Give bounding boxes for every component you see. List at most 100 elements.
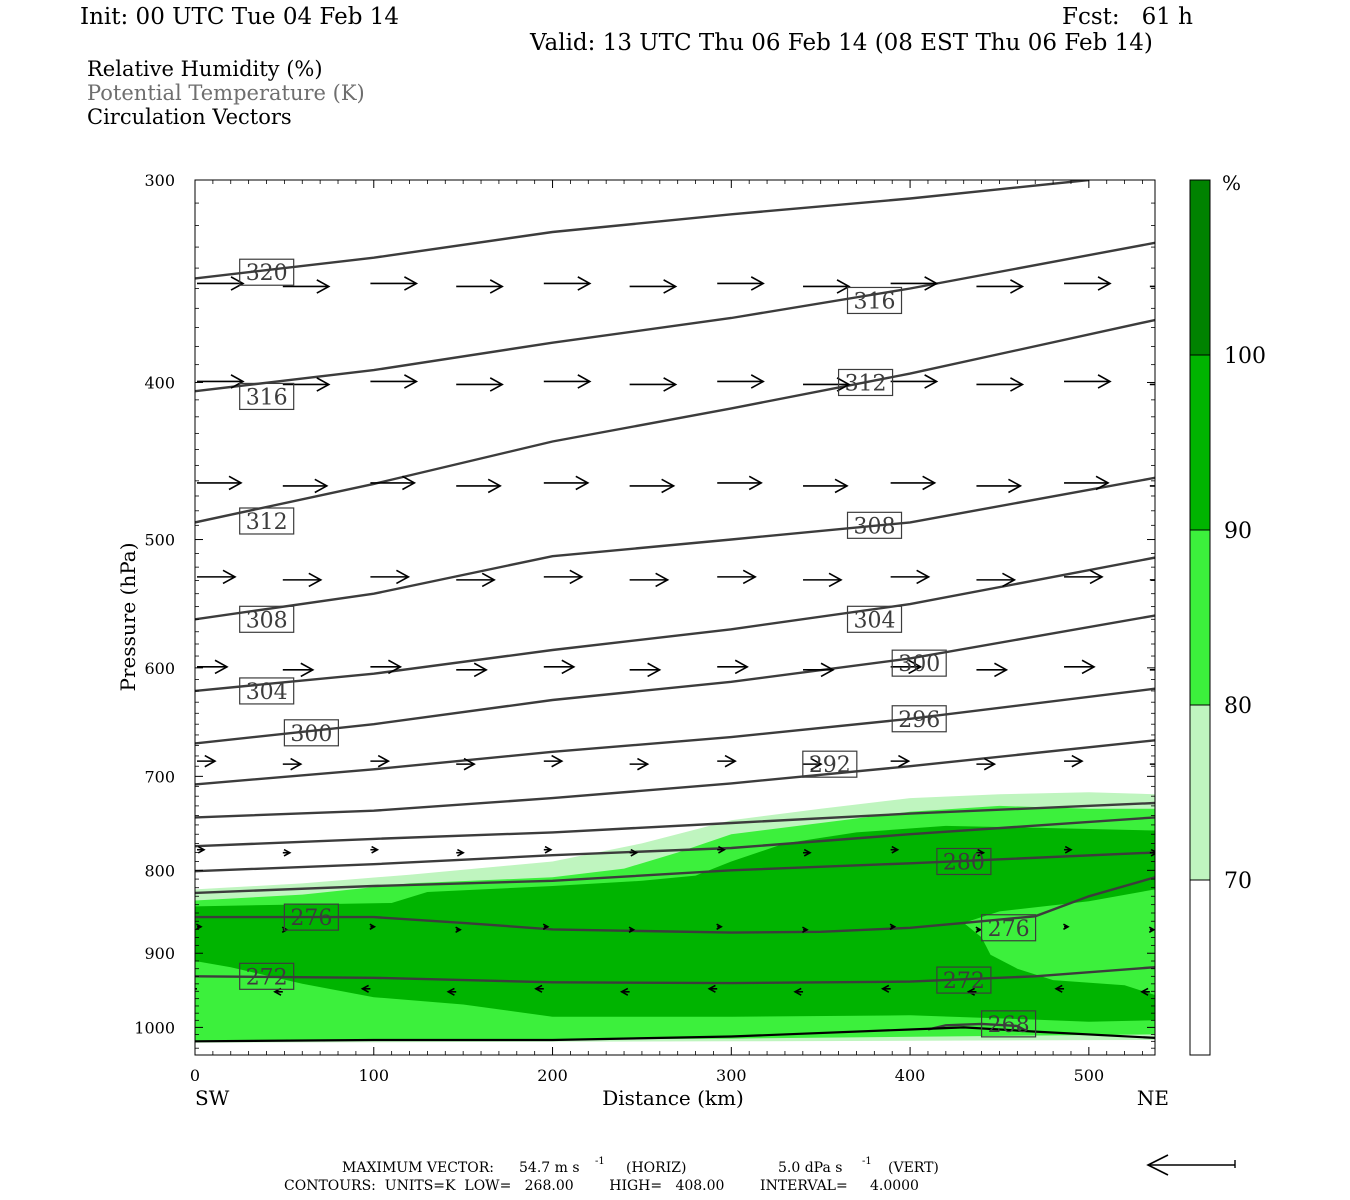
contour-label-text: 280: [943, 850, 985, 875]
vector-arrow: [976, 572, 1017, 588]
y-axis-label: Pressure (hPa): [116, 543, 140, 692]
contour-label-308: 308: [846, 511, 903, 539]
vector-arrow: [890, 374, 939, 389]
vector-head: [1010, 279, 1025, 294]
x-tick-label: 200: [537, 1066, 568, 1085]
vector-arrow: [196, 923, 203, 930]
theta-contour-276: [195, 876, 1155, 934]
y-tick-label: 700: [144, 767, 175, 786]
contour-label-text: 308: [854, 514, 896, 539]
vector-arrow: [282, 279, 331, 294]
vector-head: [283, 848, 292, 857]
vector-head: [197, 845, 206, 854]
theta-contour-unlabeled: [195, 801, 1155, 848]
vector-head: [1150, 848, 1155, 857]
contour-label-box: [846, 511, 903, 539]
vector-head: [716, 923, 723, 930]
contour-label-box: [837, 368, 894, 397]
init-time: Init: 00 UTC Tue 04 Feb 14: [80, 4, 400, 30]
contour-label-272: 272: [936, 966, 992, 994]
valid-time: Valid: 13 UTC Thu 06 Feb 14 (08 EST Thu …: [530, 30, 1153, 56]
contour-label-box: [239, 382, 295, 411]
vector-arrow: [802, 926, 809, 933]
vector-arrow: [793, 987, 804, 996]
contour-label-text: 316: [854, 289, 896, 314]
contour-label-box: [891, 649, 947, 677]
vector-arrow: [456, 848, 465, 857]
theta-contour-316: [195, 241, 1155, 393]
vector-head: [663, 279, 678, 294]
vector-arrow: [195, 985, 197, 993]
vector-arrow: [1064, 845, 1073, 854]
vector-head: [308, 572, 323, 588]
max-vert-value: 5.0 dPa s: [778, 1160, 842, 1176]
vector-arrow: [446, 987, 457, 996]
contour-label-box: [283, 903, 339, 931]
colorbar-label: 90: [1224, 519, 1252, 544]
vector-head: [489, 377, 504, 392]
vector-arrow: [542, 923, 550, 930]
y-tick-label: 400: [144, 373, 175, 392]
vector-head: [230, 374, 245, 389]
vector-head: [742, 569, 757, 585]
plot-frame: [194, 179, 1156, 1056]
x-tick-label: 100: [358, 1066, 389, 1085]
vector-arrow: [1064, 276, 1112, 291]
vector-head: [455, 926, 462, 933]
contour-label-text: 304: [246, 680, 288, 705]
vector-head: [1081, 659, 1096, 675]
ground-surface-line: [195, 1026, 1155, 1043]
contour-label-text: 276: [988, 917, 1030, 942]
vector-head: [1095, 475, 1110, 491]
contour-label-text: 276: [290, 906, 332, 931]
contour-label-text: 268: [988, 1013, 1030, 1038]
vector-arrow: [889, 923, 897, 930]
vector-arrow: [1140, 987, 1150, 996]
vector-arrow: [890, 475, 937, 491]
vector-head: [663, 377, 678, 392]
vector-arrow: [543, 569, 584, 585]
contour-label-box: [802, 750, 858, 778]
contour-label-box: [283, 719, 339, 747]
vector-arrow: [975, 926, 983, 933]
x-axis-label: Distance (km): [602, 1086, 744, 1110]
vector-head: [630, 848, 639, 857]
vector-arrow: [455, 926, 462, 933]
max-horiz-exponent: -1: [595, 1156, 605, 1167]
contour-label-276: 276: [283, 903, 339, 931]
contour-label-box: [239, 962, 295, 990]
vector-head: [577, 276, 592, 291]
vector-arrow: [282, 757, 303, 771]
vector-head: [916, 569, 931, 585]
vector-arrow: [976, 377, 1025, 392]
vector-arrow: [890, 845, 900, 854]
vector-head: [542, 923, 550, 930]
vector-arrow: [370, 659, 403, 675]
vector-head: [360, 984, 369, 993]
contour-label-304: 304: [846, 605, 903, 633]
vector-arrow: [197, 374, 245, 389]
vector-head: [369, 923, 377, 930]
contour-label-text: 300: [898, 652, 940, 677]
contour-label-text: 300: [290, 722, 332, 747]
vector-head: [487, 478, 502, 494]
theta-contour-280: [195, 851, 1155, 895]
vector-head: [569, 569, 584, 585]
vector-head: [196, 923, 203, 930]
y-tick-label: 500: [144, 531, 175, 550]
vector-arrow: [803, 757, 823, 771]
vector-head: [748, 475, 763, 491]
vector-head: [655, 572, 670, 588]
footer-info: MAXIMUM VECTOR: 54.7 m s -1 (HORIZ) 5.0 dPa …: [284, 1154, 1236, 1194]
contour-label-268: 268: [980, 1010, 1037, 1038]
max-vert-exponent: -1: [862, 1156, 872, 1167]
vector-head: [1010, 377, 1025, 392]
vector-arrow: [629, 279, 678, 294]
vector-head: [1158, 759, 1168, 770]
reference-vector-head: [1146, 1154, 1169, 1176]
vector-head: [834, 478, 849, 494]
vector-arrow: [369, 923, 377, 930]
vector-arrow: [543, 475, 590, 491]
theta-contour-292: [195, 739, 1155, 819]
vector-arrow: [456, 662, 488, 678]
